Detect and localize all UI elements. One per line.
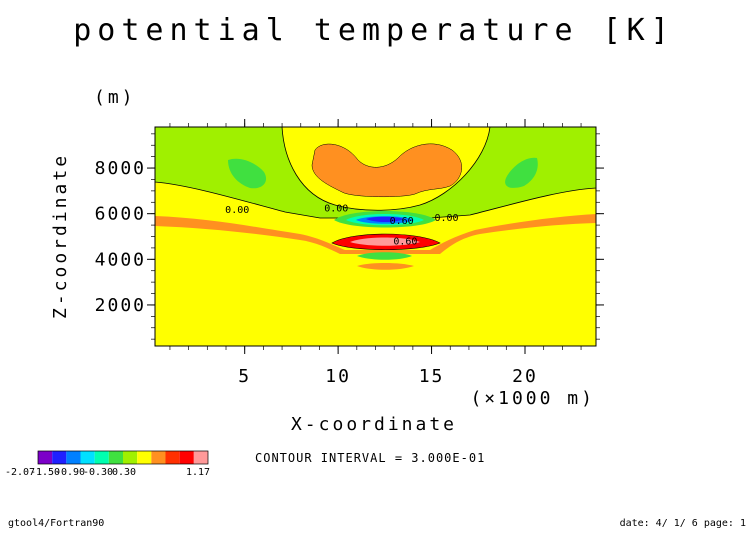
- legend-tick-label: -1.50: [30, 467, 60, 478]
- legend-swatch: [38, 451, 53, 464]
- region-orange-band: [155, 214, 596, 254]
- region-green-cell-right: [505, 157, 538, 188]
- y-tick-label: 4000: [95, 249, 146, 270]
- x-tick-label: 5: [238, 366, 251, 387]
- legend-swatch: [94, 451, 109, 464]
- plot-area: [155, 127, 596, 346]
- legend-swatch: [108, 451, 123, 464]
- legend-swatch: [151, 451, 166, 464]
- x-axis-unit: (×1000 m): [470, 388, 595, 409]
- region-upper-green: [155, 127, 596, 219]
- region-lower-green: [357, 252, 412, 260]
- x-tick-label: 10: [325, 366, 351, 387]
- region-warm-core-peak: [350, 237, 420, 246]
- legend-swatch: [179, 451, 194, 464]
- legend-tick-label: 1.17: [186, 467, 210, 478]
- legend-swatch: [137, 451, 152, 464]
- contour-labels: 0.00 0.00 0.00 0.60 0.60: [225, 203, 458, 247]
- legend-swatch: [52, 451, 67, 464]
- contour-label: 0.60: [393, 236, 417, 247]
- legend-swatch: [123, 451, 138, 464]
- y-axis-label: Z-coordinate: [50, 153, 71, 319]
- contour-interval: CONTOUR INTERVAL = 3.000E-01: [255, 451, 485, 465]
- legend-tick-label: -2.07: [5, 467, 35, 478]
- region-lower-orange: [357, 263, 414, 270]
- y-axis-ticks: 2000 4000 6000 8000: [95, 133, 604, 340]
- footer-left: gtool4/Fortran90: [8, 518, 104, 529]
- legend-swatch: [193, 451, 208, 464]
- x-tick-label: 20: [512, 366, 538, 387]
- footer-right: date: 4/ 1/ 6 page: 1: [620, 518, 746, 529]
- contour-label: 0.60: [390, 216, 414, 227]
- contour-label: 0.00: [434, 213, 458, 224]
- x-tick-label: 15: [419, 366, 445, 387]
- x-axis-ticks: 5 10 15 20: [169, 119, 582, 387]
- legend-swatch: [80, 451, 95, 464]
- y-tick-label: 8000: [95, 158, 146, 179]
- y-axis-unit: (m): [94, 87, 136, 108]
- legend-frame: [37, 450, 209, 465]
- legend-tick-label: -0.30: [83, 467, 113, 478]
- legend-swatch: [66, 451, 81, 464]
- y-tick-label: 2000: [95, 295, 146, 316]
- contour-label: 0.00: [225, 205, 249, 216]
- y-tick-label: 6000: [95, 204, 146, 225]
- region-cold-core: [366, 216, 404, 222]
- region-green-cell-left: [228, 158, 267, 189]
- legend-tick-label: 0.30: [112, 467, 136, 478]
- chart-title: potential temperature [K]: [73, 13, 675, 48]
- x-axis-label: X-coordinate: [291, 414, 457, 435]
- region-orange-cap: [311, 143, 462, 198]
- contour-label: 0.00: [324, 203, 348, 214]
- legend-swatch: [165, 451, 180, 464]
- legend-tick-label: -0.90: [55, 467, 85, 478]
- color-legend: -2.07-1.50-0.90-0.300.30 1.17: [5, 450, 210, 478]
